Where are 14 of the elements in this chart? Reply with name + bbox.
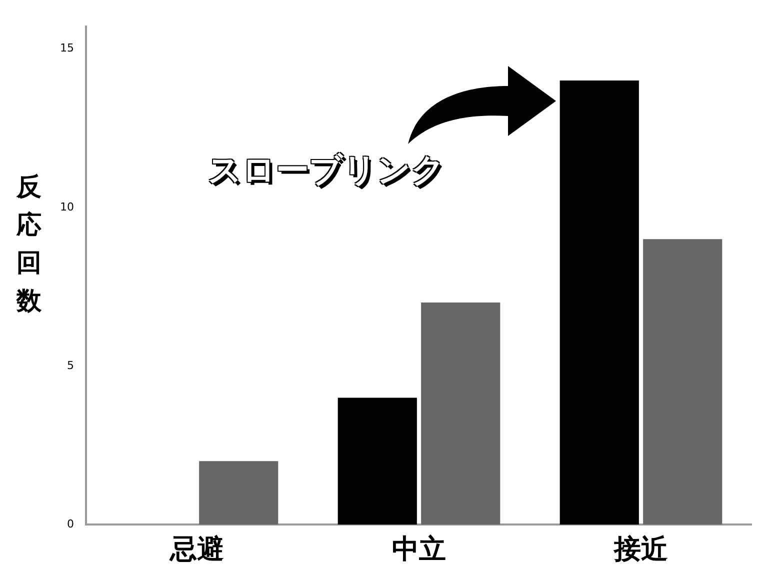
y-tick-label: 0 bbox=[66, 517, 74, 530]
y-tick-label: 15 bbox=[60, 42, 74, 55]
x-tick-label: 忌避 bbox=[169, 534, 224, 565]
annotation: スローブリンク bbox=[208, 149, 445, 192]
x-tick-label: 中立 bbox=[392, 534, 446, 565]
bar bbox=[199, 461, 278, 525]
x-tick-label: 接近 bbox=[613, 534, 668, 565]
y-tick-label: 10 bbox=[60, 200, 74, 214]
bar bbox=[421, 302, 500, 525]
bar bbox=[560, 80, 639, 525]
y-axis-title: 反応回数 bbox=[15, 171, 42, 317]
bar bbox=[338, 398, 417, 525]
bar bbox=[643, 239, 722, 525]
y-tick-label: 5 bbox=[66, 358, 74, 372]
